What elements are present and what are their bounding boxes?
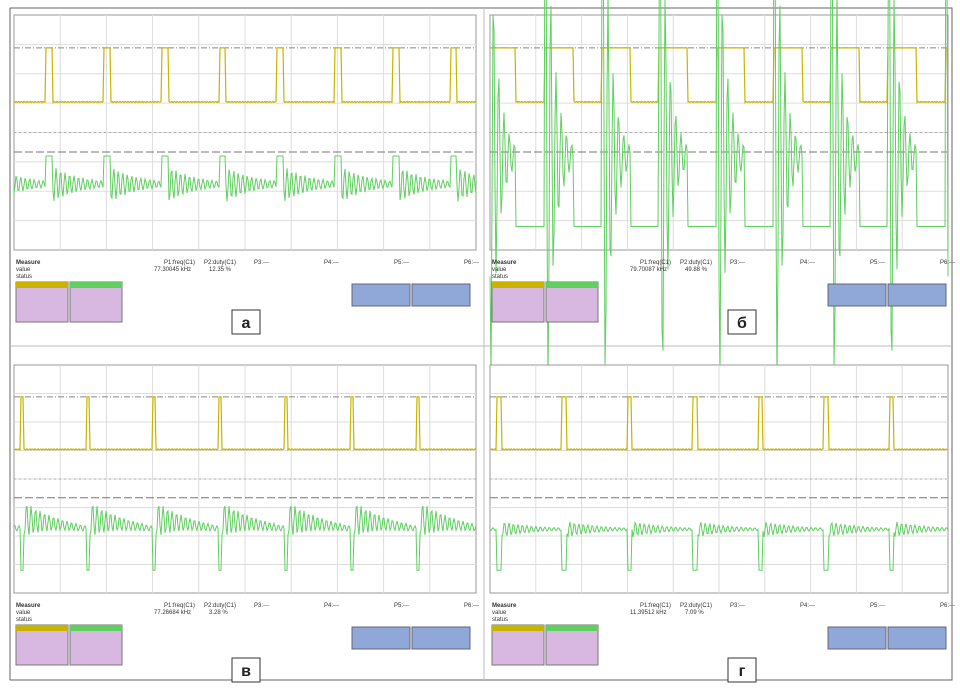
measure-row: status: [492, 274, 508, 280]
ch2-head: [70, 282, 122, 288]
ch1-head: [16, 282, 68, 288]
param-slot: P6:---: [940, 603, 955, 609]
ch1-head: [16, 625, 68, 631]
measure-row: status: [16, 617, 32, 623]
measure-row: value: [16, 610, 31, 616]
param-slot: P4:---: [800, 260, 815, 266]
p1-name: P1:freq(C1): [640, 603, 671, 609]
param-slot: P4:---: [324, 260, 339, 266]
p2-value: 7.09 %: [685, 610, 704, 616]
param-slot: P3:---: [254, 603, 269, 609]
trigger-box: [412, 627, 470, 649]
param-slot: P4:---: [800, 603, 815, 609]
p1-name: P1:freq(C1): [164, 603, 195, 609]
panel-label: в: [241, 663, 251, 680]
panel-label: б: [737, 315, 747, 332]
panel-label: г: [739, 663, 746, 680]
trigger-box: [412, 284, 470, 306]
param-slot: P5:---: [394, 260, 409, 266]
p2-name: P2:duty(C1): [204, 603, 236, 609]
p2-name: P2:duty(C1): [680, 603, 712, 609]
p2-name: P2:duty(C1): [680, 260, 712, 266]
param-slot: P3:---: [254, 260, 269, 266]
param-slot: P5:---: [870, 603, 885, 609]
param-slot: P5:---: [870, 260, 885, 266]
ch2-head: [546, 282, 598, 288]
measure-row: status: [492, 617, 508, 623]
p1-value: 77.30045 kHz: [154, 267, 191, 273]
measure-heading: Measure: [16, 260, 41, 266]
timebase-box: [828, 284, 886, 306]
measure-row: status: [16, 274, 32, 280]
ch1-head: [492, 625, 544, 631]
ch1-head: [492, 282, 544, 288]
figure: MeasurevaluestatusP1:freq(C1)77.30045 kH…: [0, 0, 960, 686]
p1-value: 79.70087 kHz: [630, 267, 667, 273]
param-slot: P5:---: [394, 603, 409, 609]
measure-row: value: [492, 610, 507, 616]
panel-label: а: [242, 315, 251, 332]
p1-value: 11.39512 kHz: [630, 610, 667, 616]
trigger-box: [888, 627, 946, 649]
param-slot: P3:---: [730, 603, 745, 609]
p2-name: P2:duty(C1): [204, 260, 236, 266]
param-slot: P4:---: [324, 603, 339, 609]
timebase-box: [352, 627, 410, 649]
param-slot: P3:---: [730, 260, 745, 266]
param-slot: P6:---: [940, 260, 955, 266]
param-slot: P6:---: [464, 260, 479, 266]
measure-row: value: [492, 267, 507, 273]
p1-name: P1:freq(C1): [164, 260, 195, 266]
ch2-head: [70, 625, 122, 631]
param-slot: P6:---: [464, 603, 479, 609]
ch2-head: [546, 625, 598, 631]
timebase-box: [828, 627, 886, 649]
p1-name: P1:freq(C1): [640, 260, 671, 266]
p2-value: 12.35 %: [209, 267, 232, 273]
measure-heading: Measure: [16, 603, 41, 609]
measure-heading: Measure: [492, 603, 517, 609]
measure-row: value: [16, 267, 31, 273]
p1-value: 77.26684 kHz: [154, 610, 191, 616]
timebase-box: [352, 284, 410, 306]
p2-value: 49.88 %: [685, 267, 708, 273]
p2-value: 3.28 %: [209, 610, 228, 616]
measure-heading: Measure: [492, 260, 517, 266]
trigger-box: [888, 284, 946, 306]
